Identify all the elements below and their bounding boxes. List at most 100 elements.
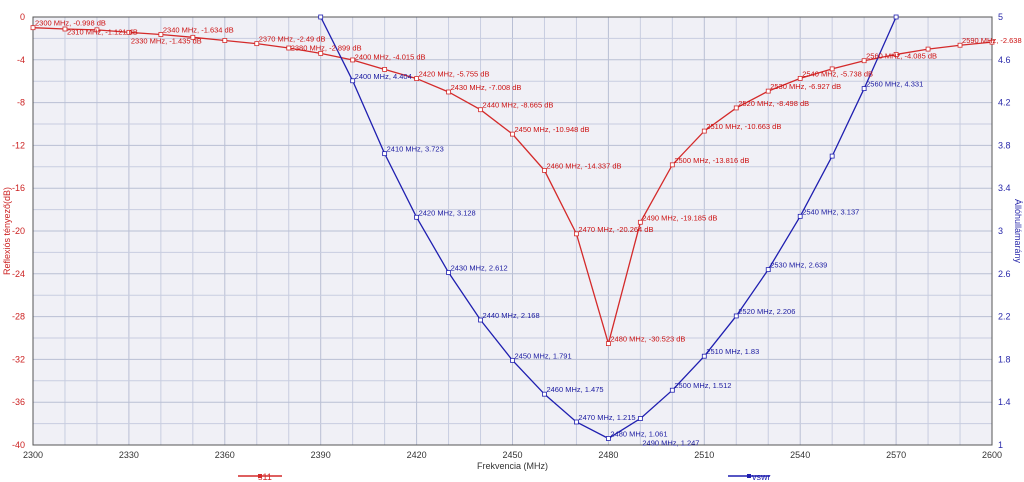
legend: s11 vswr	[238, 472, 771, 482]
s11-point	[637, 219, 643, 225]
vswr-data-label: 2500 MHz, 1.512	[674, 381, 731, 390]
vswr-data-label: 2480 MHz, 1.061	[610, 429, 667, 438]
vswr-data-label: 2520 MHz, 2.206	[738, 307, 795, 316]
s11-data-label: 2440 MHz, -8.665 dB	[483, 101, 554, 110]
y-right-tick-label: 3.4	[998, 183, 1011, 193]
s11-data-label: 2340 MHz, -1.634 dB	[163, 25, 234, 34]
x-tick-label: 2510	[694, 450, 714, 460]
s11-point	[286, 45, 292, 51]
s11-data-label: 2560 MHz, -4.085 dB	[866, 52, 937, 61]
s11-point	[765, 88, 771, 94]
s11-point	[797, 75, 803, 81]
y-left-tick-label: -20	[12, 226, 25, 236]
y-right-tick-label: 3.8	[998, 140, 1011, 150]
vswr-point	[701, 353, 707, 359]
y-left-tick-label: -4	[17, 55, 25, 65]
vswr-data-label: 2540 MHz, 3.137	[802, 207, 859, 216]
s11-point	[126, 29, 132, 35]
y-left-tick-label: -24	[12, 269, 25, 279]
y-left-axis-title: Reflexiós tényező(dB)	[2, 187, 12, 275]
x-tick-label: 2540	[790, 450, 810, 460]
s11-point	[861, 58, 867, 64]
legend-s11-label: s11	[258, 472, 272, 482]
y-left-tick-label: -28	[12, 312, 25, 322]
axes: 2300 2330 2360 2390 2420 2450 2480 2510 2540 2570…	[12, 12, 1011, 460]
y-left-tick-label: 0	[20, 12, 25, 22]
vswr-point	[446, 270, 451, 275]
s11-data-label: 2420 MHz, -5.755 dB	[419, 70, 490, 79]
vswr-point	[542, 391, 547, 397]
y-right-tick-label: 1	[998, 440, 1003, 450]
s11-data-label: 2400 MHz, -4.015 dB	[355, 53, 426, 62]
s11-data-label: 2380 MHz, -2.899 dB	[291, 44, 362, 53]
s11-data-label: 2450 MHz, -10.948 dB	[515, 125, 590, 134]
vswr-data-label: 2440 MHz, 2.168	[483, 311, 540, 320]
vswr-data-label: 2470 MHz, 1.215	[578, 413, 635, 422]
y-left-tick-label: -8	[17, 98, 25, 108]
s11-point	[158, 32, 164, 37]
legend-vswr-label: vswr	[752, 472, 771, 482]
s11-point	[30, 25, 36, 31]
s11-point	[989, 39, 995, 45]
s11-data-label: 2510 MHz, -10.663 dB	[706, 122, 781, 131]
s11-data-label: 2430 MHz, -7.008 dB	[451, 83, 522, 92]
s11-data-label: 2490 MHz, -19.185 dB	[642, 213, 717, 222]
y-left-tick-label: -32	[12, 354, 25, 364]
s11-data-label: 2460 MHz, -14.337 dB	[546, 161, 621, 170]
y-right-tick-label: 1.8	[998, 354, 1011, 364]
s11-point	[222, 38, 228, 43]
vswr-data-label: 2510 MHz, 1.83	[706, 347, 759, 356]
x-tick-label: 2570	[886, 450, 906, 460]
vswr-point	[861, 86, 867, 91]
x-tick-label: 2450	[502, 450, 522, 460]
s11-point	[669, 162, 675, 168]
legend-s11-marker	[258, 474, 262, 478]
s11-point	[94, 27, 100, 33]
vswr-point	[669, 387, 675, 393]
y-right-tick-label: 2.6	[998, 269, 1011, 279]
plot-frame	[32, 16, 993, 446]
series-layer	[30, 14, 995, 441]
vswr-data-label: 2430 MHz, 2.612	[451, 264, 508, 273]
x-tick-label: 2330	[119, 450, 139, 460]
vswr-point	[637, 416, 643, 421]
s11-point	[542, 168, 547, 173]
y-right-tick-label: 2.2	[998, 312, 1011, 322]
vswr-point	[574, 419, 579, 425]
vswr-point	[797, 213, 803, 219]
s11-data-label: 2480 MHz, -30.523 dB	[610, 335, 685, 344]
s11-point	[190, 34, 196, 40]
s11-data-label: 2470 MHz, -20.264 dB	[578, 225, 653, 234]
s11-point	[414, 76, 420, 81]
s11-data-label: 2590 MHz, -2.638 dB	[962, 36, 1024, 45]
s11-data-label: 2530 MHz, -6.927 dB	[770, 82, 841, 91]
vswr-data-label: 2490 MHz, 1.247	[642, 438, 699, 447]
y-right-tick-label: 4.6	[998, 55, 1011, 65]
vswr-point	[829, 153, 835, 159]
s11-point	[350, 57, 356, 63]
vswr-point	[606, 436, 611, 441]
vswr-data-label: 2400 MHz, 4.404	[355, 72, 412, 81]
y-left-tick-label: -36	[12, 397, 25, 407]
y-left-tick-label: -12	[12, 140, 25, 150]
vswr-point	[478, 317, 483, 323]
s11-point	[318, 50, 324, 56]
vswr-point	[318, 14, 324, 20]
s11-data-label: 2370 MHz, -2.49 dB	[259, 35, 326, 44]
s11-data-label: 2500 MHz, -13.816 dB	[674, 156, 749, 165]
grid-lines	[32, 16, 993, 446]
s11-point	[254, 41, 260, 47]
x-tick-label: 2420	[407, 450, 427, 460]
vswr-point	[350, 78, 356, 84]
s11-point	[446, 89, 451, 95]
s11-point	[701, 128, 707, 134]
s11-point	[733, 105, 739, 111]
x-tick-label: 2360	[215, 450, 235, 460]
vswr-point	[414, 214, 420, 220]
s11-point	[606, 341, 611, 346]
y-right-tick-label: 4.2	[998, 98, 1011, 108]
s11-point	[62, 26, 68, 32]
vswr-point	[893, 14, 899, 20]
